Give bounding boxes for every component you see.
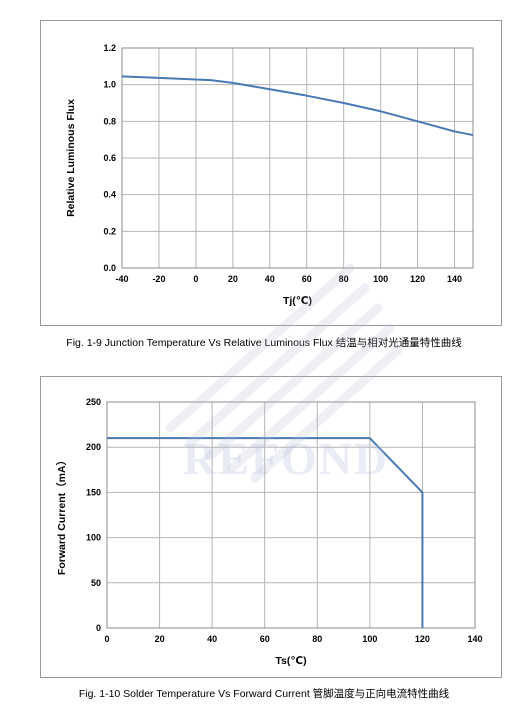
y-tick-label: 0.2 bbox=[103, 226, 116, 236]
x-tick-label: 0 bbox=[104, 634, 109, 644]
chart-1-svg: -40 -20 0 20 40 60 80 100 120 140 0.0 0.2 0.4 0.6 0.8 1… bbox=[40, 20, 502, 326]
x-tick-label: 20 bbox=[155, 634, 165, 644]
chart-1-frame: -40 -20 0 20 40 60 80 100 120 140 0.0 0.2 0.4 0.6 0.8 1… bbox=[40, 20, 502, 326]
chart-2-caption: Fig. 1-10 Solder Temperature Vs Forward … bbox=[78, 688, 450, 700]
x-tick-label: 40 bbox=[207, 634, 217, 644]
x-tick-label: 40 bbox=[265, 274, 275, 284]
chart-1-caption: Fig. 1-9 Junction Temperature Vs Relativ… bbox=[66, 337, 462, 349]
x-tick-label: -20 bbox=[152, 274, 165, 284]
x-tick-label: 140 bbox=[467, 634, 482, 644]
plot-area-border bbox=[106, 401, 476, 629]
x-axis-label: Tj(℃) bbox=[283, 295, 312, 307]
y-tick-label: 0.4 bbox=[103, 190, 116, 200]
plot-area-border bbox=[121, 47, 474, 269]
x-axis-label: Ts(℃) bbox=[275, 655, 306, 667]
chart-border bbox=[40, 20, 502, 326]
chart-border bbox=[40, 376, 502, 678]
x-tick-label: 120 bbox=[410, 274, 425, 284]
x-tick-label: 0 bbox=[193, 274, 198, 284]
y-tick-label: 100 bbox=[86, 533, 101, 543]
series-line bbox=[121, 75, 474, 137]
y-axis-label: Relative Luminous Flux bbox=[65, 99, 77, 217]
y-tick-label: 150 bbox=[86, 487, 101, 497]
chart-2-frame: 0 20 40 60 80 100 120 140 0 50 100 150 200 250 Ts(℃) Fo… bbox=[40, 376, 502, 678]
x-tick-label: 60 bbox=[260, 634, 270, 644]
x-tick-label: 100 bbox=[373, 274, 388, 284]
chart-2-svg: 0 20 40 60 80 100 120 140 0 50 100 150 200 250 Ts(℃) Fo… bbox=[40, 376, 502, 678]
y-tick-label: 50 bbox=[91, 578, 101, 588]
y-tick-label: 0.8 bbox=[103, 116, 116, 126]
x-tick-label: 60 bbox=[302, 274, 312, 284]
y-tick-label: 200 bbox=[86, 442, 101, 452]
x-tick-label: 80 bbox=[312, 634, 322, 644]
x-tick-label: 120 bbox=[415, 634, 430, 644]
x-tick-label: -40 bbox=[115, 274, 128, 284]
x-tick-label: 140 bbox=[447, 274, 462, 284]
y-tick-label: 0.0 bbox=[103, 263, 116, 273]
series-line bbox=[107, 437, 424, 628]
y-tick-label: 1.0 bbox=[103, 80, 116, 90]
y-tick-label: 1.2 bbox=[103, 43, 116, 53]
y-tick-label: 250 bbox=[86, 397, 101, 407]
y-axis-label: Forward Current（mA） bbox=[55, 455, 68, 575]
x-tick-label: 100 bbox=[362, 634, 377, 644]
x-tick-label: 20 bbox=[228, 274, 238, 284]
x-tick-label: 80 bbox=[339, 274, 349, 284]
y-tick-label: 0.6 bbox=[103, 153, 116, 163]
y-tick-label: 0 bbox=[96, 623, 101, 633]
